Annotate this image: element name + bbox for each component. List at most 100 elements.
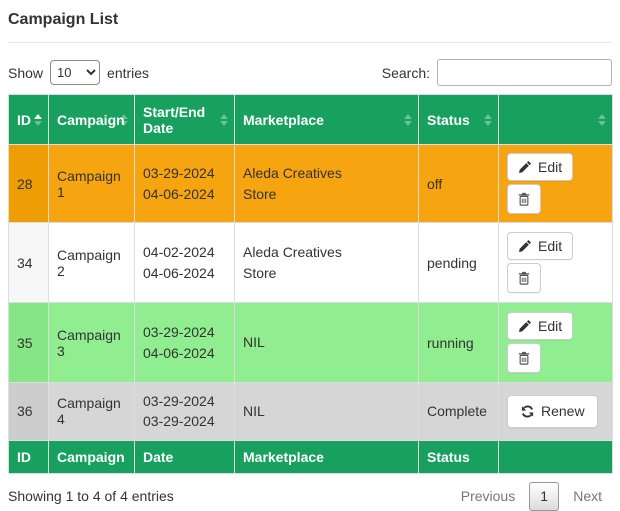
chevron-down-icon <box>120 120 128 126</box>
cell-actions: Edit <box>498 222 613 303</box>
sort-icons <box>120 113 128 126</box>
cell-marketplace: NIL <box>234 382 419 441</box>
cell-actions: Edit <box>498 144 613 223</box>
footer-actions <box>498 439 613 474</box>
sort-icons <box>598 113 606 126</box>
chevron-down-icon <box>598 120 606 126</box>
start-date: 03-29-2024 <box>143 165 215 182</box>
next-page-button[interactable]: Next <box>573 488 602 505</box>
footer-marketplace: Marketplace <box>234 439 419 474</box>
table-header: ID Campaign Start/End Date Marketplace S… <box>8 94 613 145</box>
page-title: Campaign List <box>8 8 612 43</box>
pencil-icon <box>519 239 532 253</box>
showing-entries-info: Showing 1 to 4 of 4 entries <box>8 488 174 505</box>
cell-id: 35 <box>8 302 49 383</box>
delete-button[interactable] <box>507 343 541 373</box>
cell-marketplace: NIL <box>234 302 419 383</box>
page-number-button[interactable]: 1 <box>529 481 560 511</box>
cell-campaign: Campaign 4 <box>48 382 135 441</box>
search-control: Search: <box>382 59 612 86</box>
edit-button[interactable]: Edit <box>507 153 574 181</box>
chevron-up-icon <box>220 113 228 119</box>
table-controls: Show 10 entries Search: <box>8 59 612 86</box>
column-header-label: ID <box>17 111 31 128</box>
campaign-table: ID Campaign Start/End Date Marketplace S… <box>8 94 613 474</box>
edit-button[interactable]: Edit <box>507 232 574 260</box>
start-date: 03-29-2024 <box>143 324 215 341</box>
end-date: 04-06-2024 <box>143 264 215 281</box>
cell-id: 28 <box>8 144 49 223</box>
cell-campaign: Campaign 3 <box>48 302 135 383</box>
column-header-id[interactable]: ID <box>8 94 49 145</box>
table-row: 35 Campaign 3 03-29-2024 04-06-2024 NIL … <box>8 302 613 383</box>
table-row: 34 Campaign 2 04-02-2024 04-06-2024 Aled… <box>8 222 613 303</box>
cell-actions: Renew <box>498 382 613 441</box>
chevron-up-icon <box>484 113 492 119</box>
chevron-up-icon <box>120 113 128 119</box>
start-date: 03-29-2024 <box>143 393 215 409</box>
cell-id: 36 <box>8 382 49 441</box>
renew-button-label: Renew <box>541 403 585 420</box>
pencil-icon <box>519 160 532 174</box>
chevron-down-icon <box>484 120 492 126</box>
search-input[interactable] <box>437 59 612 86</box>
cell-marketplace: Aleda Creatives Store <box>234 144 419 223</box>
sort-icons <box>484 113 492 126</box>
edit-button-label: Edit <box>538 318 563 334</box>
column-header-marketplace[interactable]: Marketplace <box>234 94 419 145</box>
column-header-campaign[interactable]: Campaign <box>48 94 135 145</box>
chevron-down-icon <box>404 120 412 126</box>
chevron-down-icon <box>34 120 42 126</box>
cell-campaign: Campaign 1 <box>48 144 135 223</box>
edit-button[interactable]: Edit <box>507 312 574 340</box>
column-header-status[interactable]: Status <box>418 94 499 145</box>
entries-label: entries <box>107 64 150 81</box>
show-label: Show <box>8 64 44 81</box>
trash-icon <box>518 351 530 365</box>
delete-button[interactable] <box>507 263 541 293</box>
previous-page-button[interactable]: Previous <box>460 488 516 505</box>
end-date: 03-29-2024 <box>143 413 215 430</box>
column-header-label: Start/End Date <box>143 103 206 136</box>
sort-icons <box>34 113 42 126</box>
pencil-icon <box>519 319 532 333</box>
end-date: 04-06-2024 <box>143 344 215 361</box>
table-footer: ID Campaign Date Marketplace Status <box>8 439 613 474</box>
footer-id: ID <box>8 439 49 474</box>
cell-status: running <box>418 302 499 383</box>
cell-status: Complete <box>418 382 499 441</box>
table-bottom-bar: Showing 1 to 4 of 4 entries Previous 1 N… <box>8 481 612 511</box>
cell-dates: 04-02-2024 04-06-2024 <box>134 222 235 303</box>
footer-campaign: Campaign <box>48 439 135 474</box>
footer-date: Date <box>134 439 235 474</box>
column-header-label: Campaign <box>57 111 125 128</box>
delete-button[interactable] <box>507 184 541 214</box>
table-row: 28 Campaign 1 03-29-2024 04-06-2024 Aled… <box>8 144 613 223</box>
trash-icon <box>518 271 530 285</box>
footer-status: Status <box>418 439 499 474</box>
search-label: Search: <box>381 64 430 81</box>
edit-button-label: Edit <box>538 159 563 175</box>
sort-icons <box>404 113 412 126</box>
pagination: Previous 1 Next <box>460 481 612 511</box>
chevron-up-icon <box>598 113 606 119</box>
cell-status: off <box>418 144 499 223</box>
end-date: 04-06-2024 <box>143 185 215 202</box>
page-length-select[interactable]: 10 <box>50 60 101 85</box>
column-header-actions[interactable] <box>498 94 613 145</box>
column-header-label: Status <box>427 111 470 128</box>
start-date: 04-02-2024 <box>143 244 215 261</box>
column-header-start-end-date[interactable]: Start/End Date <box>134 94 235 145</box>
page-length-control: Show 10 entries <box>8 60 149 85</box>
cell-dates: 03-29-2024 04-06-2024 <box>134 144 235 223</box>
refresh-icon <box>521 405 534 418</box>
renew-button[interactable]: Renew <box>507 394 598 428</box>
cell-campaign: Campaign 2 <box>48 222 135 303</box>
sort-icons <box>220 113 228 126</box>
cell-id: 34 <box>8 222 49 303</box>
table-body: 28 Campaign 1 03-29-2024 04-06-2024 Aled… <box>8 144 613 441</box>
chevron-up-icon <box>34 113 42 119</box>
edit-button-label: Edit <box>538 238 563 254</box>
chevron-up-icon <box>404 113 412 119</box>
cell-actions: Edit <box>498 302 613 383</box>
